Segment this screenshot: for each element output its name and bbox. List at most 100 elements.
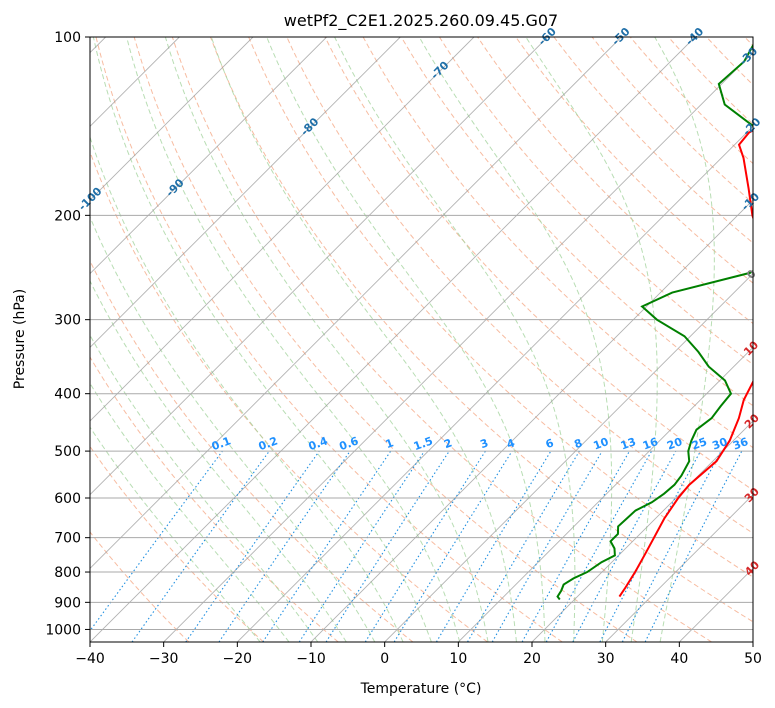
dry-adiabat: [95, 37, 563, 642]
mixing-ratio-line: [325, 450, 450, 642]
x-tick-label: 10: [449, 651, 467, 667]
isotherm-label: -70: [428, 58, 451, 81]
mixing-ratio-line: [90, 450, 223, 632]
y-tick-label: 400: [54, 387, 81, 403]
mixing-ratio-line: [298, 450, 425, 642]
plot-frame: [89, 36, 754, 643]
y-tick-label: 700: [54, 531, 81, 547]
moist-adiabat: [210, 37, 517, 642]
isotherm-label: 10: [741, 338, 761, 358]
chart-title: wetPf2_C2E1.2025.260.09.45.G07: [284, 11, 558, 31]
moist-adiabat: [90, 334, 319, 642]
isotherm: [458, 346, 753, 642]
moist-adiabat: [418, 37, 613, 642]
mixing-ratio-label: 0.2: [257, 434, 280, 453]
x-tick-label: −10: [296, 651, 326, 667]
sounding-profiles: [556, 43, 753, 601]
isotherm: [90, 37, 622, 569]
y-tick-label: 800: [54, 565, 81, 581]
mixing-ratio-label: 1: [384, 436, 396, 451]
dry-adiabat: [133, 37, 638, 642]
y-axis-title: Pressure (hPa): [12, 289, 28, 389]
mixing-ratio-label: 20: [665, 435, 684, 453]
x-tick-label: −20: [223, 651, 253, 667]
isotherm-label: -80: [298, 115, 321, 138]
mixing-ratio-label: 8: [572, 436, 584, 451]
isotherm: [90, 37, 548, 496]
x-tick-label: 30: [597, 651, 615, 667]
mixing-ratio-line: [572, 450, 677, 642]
isotherm: [90, 37, 401, 348]
dry-adiabat: [770, 24, 775, 642]
mixing-ratio-label: 25: [690, 435, 709, 452]
mixing-ratio-label: 0.1: [210, 434, 233, 453]
y-tick-label: 200: [54, 208, 81, 224]
mixing-ratio-line: [393, 450, 513, 642]
mixing-ratio-line: [218, 450, 351, 642]
isotherm-label: -90: [163, 176, 186, 199]
mixing-ratio-line: [131, 450, 270, 642]
x-tick-label: 20: [523, 651, 541, 667]
isotherm: [531, 420, 753, 642]
isotherm-label: 0: [744, 267, 759, 282]
x-tick-label: 0: [380, 651, 389, 667]
moist-adiabat: [90, 382, 290, 642]
isotherm: [90, 37, 254, 201]
isotherm: [90, 37, 696, 642]
isotherm: [310, 199, 753, 642]
isotherm-label: 20: [742, 411, 762, 431]
moist-adiabat: [525, 37, 658, 642]
y-tick-label: 300: [54, 313, 81, 329]
mixing-ratio-line: [545, 450, 653, 642]
mixing-ratio-label: 4: [505, 436, 517, 451]
isotherm: [384, 273, 753, 642]
mixing-ratio-label: 2: [442, 436, 454, 451]
isotherm-label: 40: [742, 558, 762, 578]
mixing-ratio-label: 0.6: [338, 434, 361, 453]
dry-adiabat: [476, 37, 753, 325]
y-tick-label: 100: [54, 30, 81, 46]
isotherm-label: 30: [742, 485, 762, 505]
dry-adiabat: [438, 37, 753, 366]
mixing-ratio-line: [435, 450, 552, 642]
mixing-ratio-label: 16: [641, 435, 660, 453]
dry-adiabat: [324, 37, 753, 491]
moist-adiabat: [126, 37, 461, 642]
mixing-ratio-line: [521, 450, 630, 642]
mixing-ratio-line: [185, 450, 320, 642]
x-tick-label: −30: [149, 651, 179, 667]
y-tick-label: 900: [54, 595, 81, 611]
dry-adiabat: [248, 37, 753, 578]
mixing-ratio-label: 6: [544, 436, 556, 451]
x-axis-title: Temperature (°C): [360, 681, 482, 697]
dry-adiabat: [90, 259, 414, 642]
y-axis: 100 200 300 400 500 600 700 800 900 1000: [45, 30, 90, 638]
mixing-ratio-label: 36: [731, 435, 750, 453]
mixing-ratio-label: 10: [592, 435, 611, 453]
background-lines: [90, 24, 775, 642]
dry-adiabat: [90, 531, 190, 642]
isotherm: [90, 37, 327, 275]
moist-adiabat: [90, 426, 261, 642]
dry-adiabat: [705, 37, 753, 86]
dry-adiabat: [515, 37, 753, 284]
moist-adiabat: [654, 37, 715, 642]
dewpoint-profile: [556, 43, 753, 601]
mixing-ratio-label: 3: [478, 436, 490, 451]
dry-adiabat: [667, 37, 753, 125]
x-tick-label: 40: [670, 651, 688, 667]
isotherm: [679, 567, 753, 642]
x-tick-label: 50: [744, 651, 762, 667]
mixing-ratio-line: [621, 450, 722, 642]
x-axis: −40 −30 −20 −10 0 10 20 30 40 50: [75, 642, 762, 667]
y-tick-label: 500: [54, 444, 81, 460]
moist-adiabat: [92, 37, 432, 642]
mixing-ratio-label: 1.5: [412, 434, 435, 453]
temperature-profile: [618, 129, 753, 598]
isotherm: [90, 37, 475, 422]
mixing-ratio-label: 30: [710, 435, 729, 453]
y-tick-label: 1000: [45, 622, 81, 638]
moist-adiabat: [164, 37, 489, 642]
moist-adiabat: [266, 37, 546, 642]
